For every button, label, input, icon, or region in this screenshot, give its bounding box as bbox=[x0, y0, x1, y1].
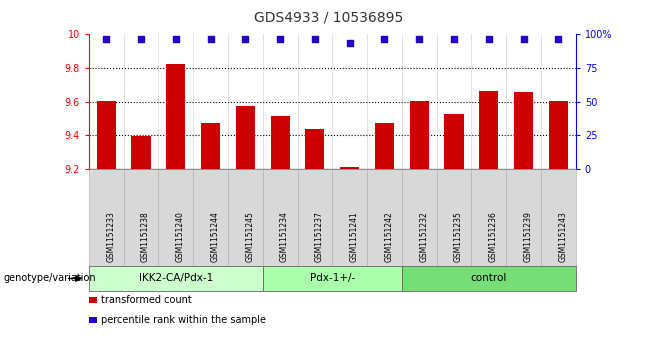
Bar bbox=[375, 123, 394, 169]
Bar bbox=[97, 101, 116, 169]
Text: GSM1151236: GSM1151236 bbox=[489, 212, 498, 262]
Point bbox=[275, 36, 286, 41]
Text: transformed count: transformed count bbox=[101, 295, 191, 305]
Bar bbox=[549, 101, 568, 169]
Bar bbox=[444, 114, 464, 169]
Bar bbox=[410, 101, 429, 169]
Text: GSM1151233: GSM1151233 bbox=[106, 212, 115, 262]
Point bbox=[170, 36, 181, 41]
Text: GSM1151240: GSM1151240 bbox=[176, 212, 185, 262]
Bar bbox=[166, 64, 186, 169]
Text: GSM1151235: GSM1151235 bbox=[454, 212, 463, 262]
Point bbox=[519, 36, 529, 41]
Point bbox=[136, 36, 146, 41]
Point bbox=[553, 36, 564, 41]
Bar bbox=[514, 92, 533, 169]
Point bbox=[101, 36, 111, 41]
Bar bbox=[132, 136, 151, 169]
Bar bbox=[270, 116, 290, 169]
Point bbox=[414, 36, 424, 41]
Point bbox=[379, 36, 390, 41]
Point bbox=[310, 36, 320, 41]
Text: IKK2-CA/Pdx-1: IKK2-CA/Pdx-1 bbox=[139, 273, 213, 284]
Point bbox=[484, 36, 494, 41]
Text: GSM1151241: GSM1151241 bbox=[349, 212, 359, 262]
Point bbox=[240, 36, 251, 41]
Text: GSM1151237: GSM1151237 bbox=[315, 212, 324, 262]
Bar bbox=[201, 123, 220, 169]
Text: control: control bbox=[470, 273, 507, 284]
Text: GSM1151232: GSM1151232 bbox=[419, 212, 428, 262]
Text: GSM1151234: GSM1151234 bbox=[280, 212, 289, 262]
Text: GDS4933 / 10536895: GDS4933 / 10536895 bbox=[255, 11, 403, 25]
Text: GSM1151243: GSM1151243 bbox=[559, 212, 567, 262]
Point bbox=[344, 40, 355, 45]
Point bbox=[205, 36, 216, 41]
Text: GSM1151242: GSM1151242 bbox=[384, 212, 393, 262]
Bar bbox=[479, 90, 498, 169]
Text: percentile rank within the sample: percentile rank within the sample bbox=[101, 315, 266, 325]
Text: Pdx-1+/-: Pdx-1+/- bbox=[310, 273, 355, 284]
Point bbox=[449, 36, 459, 41]
Bar bbox=[305, 129, 324, 169]
Text: GSM1151238: GSM1151238 bbox=[141, 212, 150, 262]
Bar bbox=[236, 106, 255, 169]
Bar bbox=[340, 167, 359, 169]
Text: GSM1151239: GSM1151239 bbox=[524, 212, 532, 262]
Text: genotype/variation: genotype/variation bbox=[3, 273, 96, 284]
Text: GSM1151244: GSM1151244 bbox=[211, 212, 220, 262]
Text: GSM1151245: GSM1151245 bbox=[245, 212, 255, 262]
